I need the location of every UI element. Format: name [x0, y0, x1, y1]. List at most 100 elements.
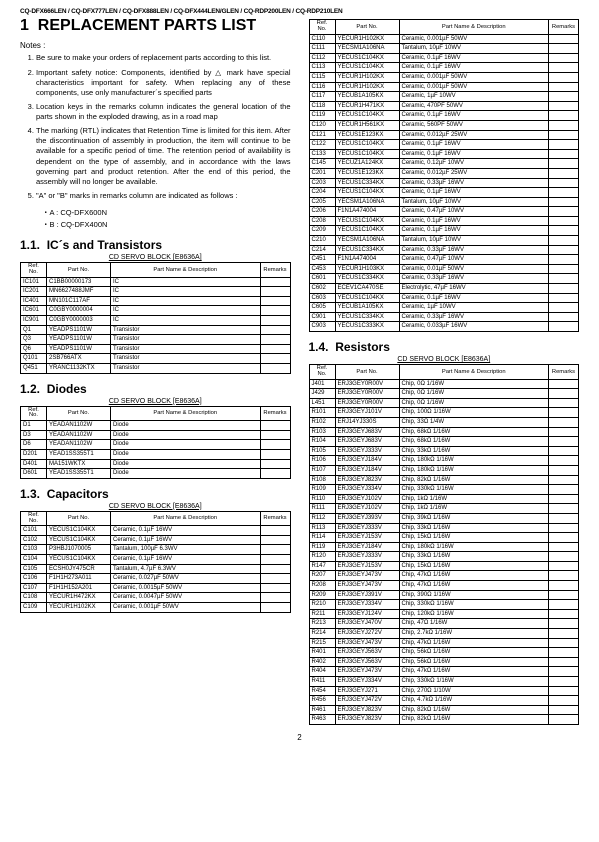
table-row: Q3YEADPS1101WTransistor [21, 335, 291, 345]
cell-remarks [549, 389, 579, 399]
cell-part: YEADPS1101W [47, 325, 111, 335]
cell-ref: C901 [309, 312, 335, 322]
th-part: Part No. [47, 406, 111, 421]
cell-part: YECUS1C104KX [335, 53, 399, 63]
cell-remarks [549, 149, 579, 159]
cell-remarks [549, 245, 579, 255]
cell-remarks [549, 207, 579, 217]
cell-remarks [549, 427, 579, 437]
cell-desc: Ceramic, 0.1µF 16WV [399, 63, 549, 73]
cell-part: YECUR1H472KX [47, 593, 111, 603]
cell-part: C1BB00000173 [47, 277, 111, 287]
cell-part: ERJ3GEYJ334V [335, 485, 399, 495]
cell-desc: Diode [111, 430, 261, 440]
section-num: 1.2. [20, 382, 40, 396]
cell-desc: Tantalum, 100µF 6.3WV [111, 545, 261, 555]
table-row: R119ERJ3GEYJ184VChip, 180kΩ 1/16W [309, 542, 579, 552]
cell-part: YECUS1C334KX [335, 274, 399, 284]
cell-part: YECUS1C104KX [47, 555, 111, 565]
block-label: CD SERVO BLOCK [E8636A] [20, 503, 291, 510]
cell-part: ERJ3GEYJ473V [335, 667, 399, 677]
cell-part: C0GBY0000004 [47, 306, 111, 316]
th-desc: Part Name & Description [111, 511, 261, 526]
cell-ref: C605 [309, 303, 335, 313]
main-columns: 1 REPLACEMENT PARTS LIST Notes : Be sure… [20, 17, 579, 725]
cell-part: ERJ3GEYJ272V [335, 629, 399, 639]
cell-remarks [260, 459, 290, 469]
cell-ref: C101 [21, 526, 47, 536]
table-row: C204YECUS1C104KXCeramic, 0.1µF 16WV [309, 188, 579, 198]
cell-part: ERJ3GEYJ823V [335, 715, 399, 725]
cell-desc: Ceramic, 0.1µF 16WV [111, 535, 261, 545]
table-row: C104YECUS1C104KXCeramic, 0.1µF 16WV [21, 555, 291, 565]
cell-part: ERJ3GEYJ184V [335, 542, 399, 552]
cell-remarks [549, 159, 579, 169]
cell-part: ECEV1CA470SE [335, 284, 399, 294]
th-part: Part No. [47, 263, 111, 278]
cell-ref: C451 [309, 255, 335, 265]
cell-desc: Chip, 47kΩ 1/16W [399, 581, 549, 591]
cell-remarks [549, 446, 579, 456]
cell-ref: C214 [309, 245, 335, 255]
table-row: C120YECUR1H561KXCeramic, 560PF 50WV [309, 120, 579, 130]
cell-remarks [260, 344, 290, 354]
th-remarks: Remarks [260, 406, 290, 421]
table-row: R209ERJ3GEYJ391VChip, 390Ω 1/16W [309, 590, 579, 600]
cell-part: ERJ3GEYJ683V [335, 427, 399, 437]
table-row: R112ERJ3GEYJ393VChip, 39kΩ 1/16W [309, 513, 579, 523]
th-part: Part No. [47, 511, 111, 526]
cell-ref: R112 [309, 513, 335, 523]
cell-part: YECUS1C104KX [335, 226, 399, 236]
cell-remarks [260, 449, 290, 459]
cell-part: MN6627488JMF [47, 287, 111, 297]
cell-desc: Chip, 1kΩ 1/16W [399, 494, 549, 504]
cell-part: ERJ3GEYJ102V [335, 504, 399, 514]
cell-ref: R402 [309, 657, 335, 667]
table-row: R456ERJ3GEYJ472VChip, 4.7kΩ 1/16W [309, 696, 579, 706]
cell-ref: C201 [309, 168, 335, 178]
cell-remarks [260, 325, 290, 335]
cell-ref: C107 [21, 583, 47, 593]
cell-remarks [549, 417, 579, 427]
cell-part: ERJ3GEYJ393V [335, 513, 399, 523]
cell-remarks [549, 44, 579, 54]
section-title: Diodes [47, 382, 87, 396]
block-label: CD SERVO BLOCK [E8636A] [309, 356, 580, 363]
notes-item: "A" or "B" marks in remarks column are i… [36, 191, 291, 201]
cell-part: YECUS1C104KX [335, 293, 399, 303]
cell-ref: R113 [309, 523, 335, 533]
table-row: C901YECUS1C334KXCeramic, 0.33µF 16WV [309, 312, 579, 322]
cell-part: ERJ3GEY0R00V [335, 379, 399, 389]
cell-remarks [549, 111, 579, 121]
cell-part: MN101C117AF [47, 296, 111, 306]
cell-part: ERJ3GEYJ153V [335, 561, 399, 571]
cell-ref: R102 [309, 417, 335, 427]
table-row: R411ERJ3GEYJ334VChip, 330kΩ 1/16W [309, 677, 579, 687]
cell-ref: C208 [309, 216, 335, 226]
cell-desc: Ceramic, 0.1µF 16WV [399, 149, 549, 159]
cell-part: F1H1H273A011 [47, 574, 111, 584]
table-row: R404ERJ3GEYJ473VChip, 47kΩ 1/16W [309, 667, 579, 677]
cell-part: YECUS1C334KX [335, 245, 399, 255]
cell-remarks [549, 590, 579, 600]
cell-part: YEADAN1102W [47, 421, 111, 431]
caps-left-table: Ref.No.Part No.Part Name & DescriptionRe… [20, 511, 291, 613]
cell-remarks [549, 130, 579, 140]
notes-item: Be sure to make your orders of replaceme… [36, 53, 291, 63]
notes-item: The marking (RTL) indicates that Retenti… [36, 126, 291, 187]
cell-remarks [260, 564, 290, 574]
th-ref: Ref.No. [309, 20, 335, 35]
cell-desc: IC [111, 287, 261, 297]
cell-ref: D201 [21, 449, 47, 459]
cell-ref: Q6 [21, 344, 47, 354]
cell-ref: R120 [309, 552, 335, 562]
cell-remarks [549, 312, 579, 322]
section-title: IC´s and Transistors [47, 238, 162, 252]
cell-part: YECSM1A106NA [335, 236, 399, 246]
table-row: R107ERJ3GEYJ184VChip, 180kΩ 1/16W [309, 465, 579, 475]
table-row: C116YECUR1H102KXCeramic, 0.001µF 50WV [309, 82, 579, 92]
cell-part: ERJ14YJ330S [335, 417, 399, 427]
cell-remarks [549, 456, 579, 466]
cell-desc: Chip, 47kΩ 1/16W [399, 638, 549, 648]
cell-desc: Ceramic, 0.1µF 16WV [399, 293, 549, 303]
